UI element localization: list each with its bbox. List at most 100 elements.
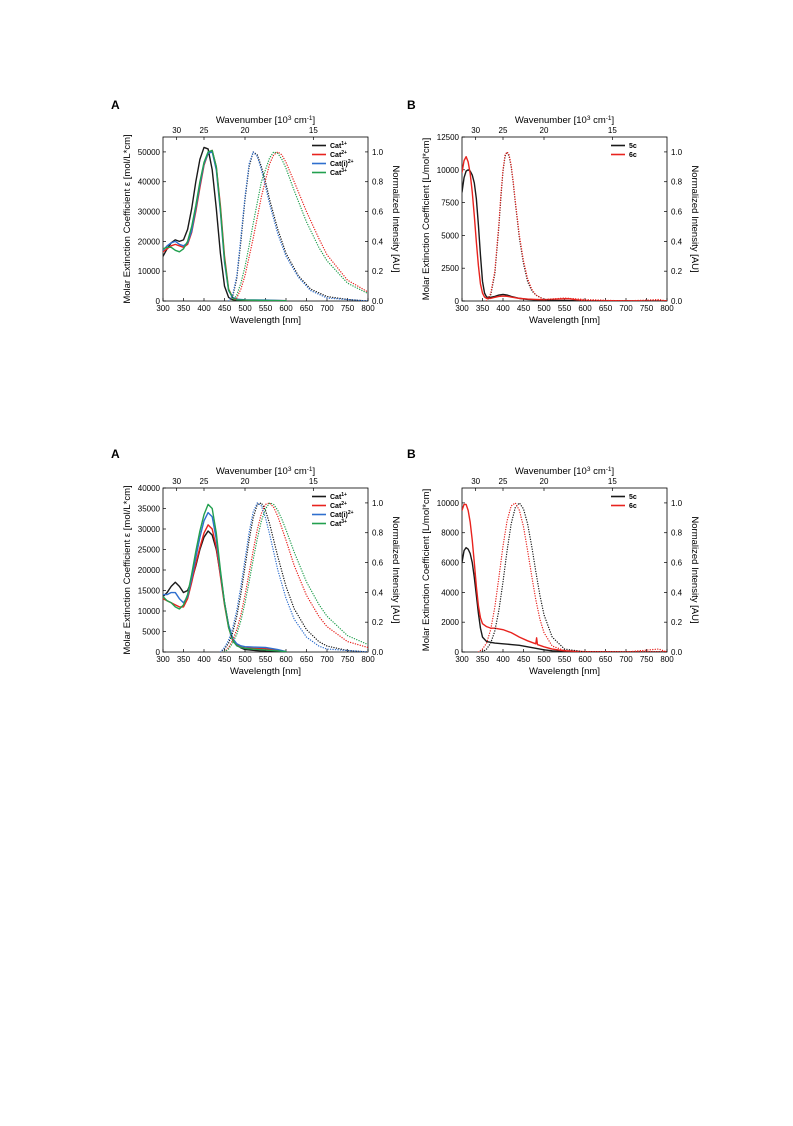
top-axis-title-sup2: -1 (307, 115, 313, 122)
x-tick-label: 300 (455, 655, 469, 664)
y-tick-label: 25000 (138, 546, 161, 555)
y-tick-label: 20000 (138, 237, 161, 246)
x-tick-label: 600 (279, 655, 293, 664)
y-tick-label: 10000 (437, 166, 460, 175)
series-line-6c (462, 503, 667, 652)
x-tick-label: 550 (259, 304, 273, 313)
panel-letter: B (407, 447, 416, 461)
series-line-cat3-emission (223, 502, 368, 652)
y2-tick-label: 0.0 (372, 648, 384, 657)
x-tick-label: 500 (238, 655, 252, 664)
top-axis-title: Wavenumber [103 cm-1] (216, 466, 315, 477)
legend-label-text: Cat (330, 170, 342, 177)
y-tick-label: 10000 (138, 267, 161, 276)
top-tick-label: 30 (471, 126, 480, 135)
y-tick-label: 40000 (138, 484, 161, 493)
top-tick-label: 15 (608, 126, 617, 135)
legend-label-sup: 1+ (341, 141, 347, 147)
panel-letter: B (407, 98, 416, 112)
y2-tick-label: 0.0 (671, 648, 683, 657)
x-axis-title: Wavelength [nm] (230, 666, 301, 677)
y2-tick-label: 0.6 (372, 208, 384, 217)
x-tick-label: 350 (476, 655, 490, 664)
plot-frame (461, 487, 668, 653)
y2-tick-label: 0.6 (372, 559, 384, 568)
y-tick-label: 15000 (138, 587, 161, 596)
legend-label-text: Cat(i) (330, 161, 348, 168)
y-tick-label: 12500 (437, 133, 460, 142)
y-axis-title: Molar Extinction Coefficient ε [mol/L*cm… (122, 134, 133, 303)
top-tick-label: 30 (172, 126, 181, 135)
top-axis-title-text: Wavenumber [10 (515, 466, 587, 477)
top-axis-title-tail: cm (291, 115, 306, 126)
series-line-cat3-emission (232, 151, 368, 301)
x-tick-label: 450 (218, 304, 232, 313)
legend-label-sup: 3+ (341, 519, 347, 525)
y2-axis-title: Normalized Intensity [AU] (689, 516, 700, 623)
x-tick-label: 450 (517, 655, 531, 664)
chart-panel-3: A 300 350 400 450 500 550 600 650 700 750 800 0 5000 1… (111, 447, 401, 677)
x-tick-label: 550 (558, 655, 572, 664)
y-tick-label: 50000 (138, 148, 161, 157)
panel-letter: A (111, 447, 120, 461)
legend-label-sup: 2+ (348, 510, 354, 516)
top-axis-title-sup: 3 (288, 466, 292, 473)
top-axis-title-text: Wavenumber [10 (515, 115, 587, 126)
top-tick-label: 25 (200, 477, 209, 486)
x-tick-label: 800 (361, 655, 375, 664)
legend-label: 6c (629, 152, 637, 159)
series-group (462, 502, 667, 652)
y2-tick-label: 0.2 (372, 618, 384, 627)
y-tick-label: 30000 (138, 525, 161, 534)
series-line-cat1- (163, 146, 246, 301)
legend-label-sup: 2+ (348, 159, 354, 165)
top-tick-label: 15 (309, 477, 318, 486)
series-line-cat1-emission (219, 502, 368, 652)
y2-tick-label: 0.4 (671, 237, 683, 246)
legend-label-text: 5c (629, 143, 637, 150)
series-line-cat1-emission (227, 151, 368, 301)
series-line-cat3- (163, 149, 287, 301)
x-axis-title: Wavelength [nm] (529, 666, 600, 677)
y-tick-label: 20000 (138, 566, 161, 575)
y2-tick-label: 0.2 (671, 267, 683, 276)
top-axis-title: Wavenumber [103 cm-1] (515, 115, 614, 126)
series-line-5c-emission (481, 502, 667, 652)
y-tick-label: 0 (156, 648, 161, 657)
y-tick-label: 8000 (441, 529, 459, 538)
chart-panel-1: A 300 350 400 450 500 550 600 650 700 750 800 0 10000… (111, 98, 401, 326)
y2-axis-title: Normalized Intensity [AU] (390, 165, 401, 272)
legend-label: Cat2+ (330, 501, 347, 510)
top-tick-label: 20 (540, 126, 549, 135)
series-line-5c (462, 169, 667, 301)
x-tick-label: 350 (177, 655, 191, 664)
x-tick-label: 500 (537, 655, 551, 664)
top-tick-label: 25 (499, 477, 508, 486)
legend-label-text: Cat (330, 152, 342, 159)
x-tick-label: 600 (279, 304, 293, 313)
legend-label-text: Cat (330, 143, 342, 150)
y2-axis-title: Normalized Intensity [AU] (390, 516, 401, 623)
series-line-6c (462, 155, 667, 301)
series-line-5c (462, 546, 667, 652)
y-tick-label: 35000 (138, 505, 161, 514)
panel-letter: A (111, 98, 120, 112)
x-tick-label: 600 (578, 304, 592, 313)
x-tick-label: 500 (537, 304, 551, 313)
y-tick-label: 10000 (138, 607, 161, 616)
x-tick-label: 700 (320, 655, 334, 664)
top-axis-title-text: Wavenumber [10 (216, 115, 288, 126)
y2-tick-label: 0.0 (671, 297, 683, 306)
x-tick-label: 700 (619, 655, 633, 664)
x-tick-label: 600 (578, 655, 592, 664)
series-line-cat2-emission (223, 502, 368, 652)
top-tick-label: 25 (200, 126, 209, 135)
x-tick-label: 450 (517, 304, 531, 313)
series-line-cat3- (163, 503, 287, 652)
top-axis-title-sup: 3 (288, 115, 292, 122)
legend-label-text: 6c (629, 503, 637, 510)
top-axis-title: Wavenumber [103 cm-1] (216, 115, 315, 126)
y2-tick-label: 0.6 (671, 208, 683, 217)
legend-label-text: Cat (330, 503, 342, 510)
